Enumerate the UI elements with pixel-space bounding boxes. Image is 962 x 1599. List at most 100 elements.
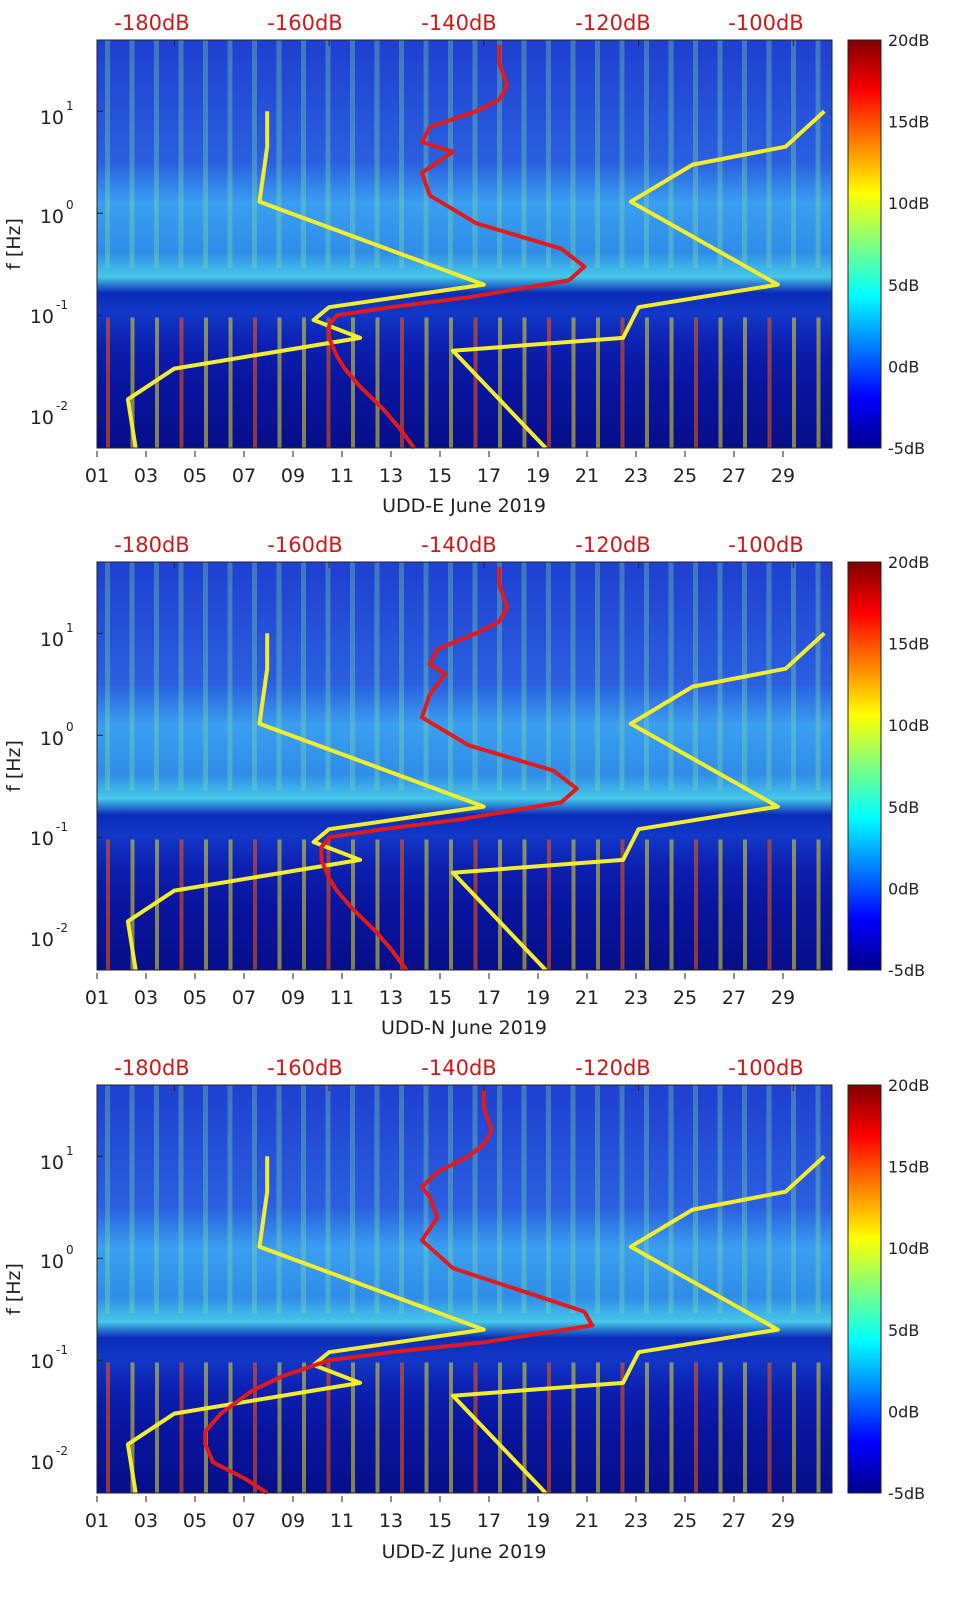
x-tick-label: 27 xyxy=(722,987,746,1009)
x-axis-label: UDD-E June 2019 xyxy=(382,495,546,517)
x-tick-label: 01 xyxy=(85,465,109,487)
top-tick-label-4: -120dB xyxy=(575,533,650,557)
x-tick-label: 25 xyxy=(673,987,697,1009)
noise-model-nlnm xyxy=(125,633,486,971)
colorbar-tick-label: 20dB xyxy=(888,31,930,50)
y-tick-label-0.01: 10 xyxy=(30,407,54,429)
x-tick-label: 27 xyxy=(722,465,746,487)
y-tick-exp-0.1: -1 xyxy=(56,298,68,312)
y-tick-label-0.1: 10 xyxy=(30,828,54,850)
top-tick-label-2: -160dB xyxy=(267,1056,342,1080)
x-tick-label: 13 xyxy=(379,465,403,487)
x-tick-label: 19 xyxy=(526,987,550,1009)
panel-udd-e: -180dB -160dB -140dB -120dB -100dB 10 1 … xyxy=(3,11,930,517)
x-tick-label: 09 xyxy=(281,987,305,1009)
y-tick-label-0.1: 10 xyxy=(30,1351,54,1373)
top-tick-label-5: -100dB xyxy=(728,11,803,35)
y-tick-label-0.1: 10 xyxy=(30,306,54,328)
y-tick-exp-10: 1 xyxy=(66,1144,74,1158)
x-tick-label: 19 xyxy=(526,1510,550,1532)
y-tick-exp-0.01: -2 xyxy=(56,921,68,935)
y-tick-exp-1: 0 xyxy=(66,1243,74,1257)
colorbar-tick-label: 15dB xyxy=(888,113,930,132)
x-tick-label: 09 xyxy=(281,1510,305,1532)
top-tick-label-5: -100dB xyxy=(728,533,803,557)
x-tick-label: 29 xyxy=(771,465,795,487)
colorbar: 20dB 15dB 10dB 5dB 0dB -5dB xyxy=(847,31,930,458)
x-tick-label: 23 xyxy=(624,465,648,487)
y-tick-label-10: 10 xyxy=(40,629,64,651)
x-tick-label: 13 xyxy=(379,987,403,1009)
colorbar-tick-label: 20dB xyxy=(888,553,930,572)
colorbar-tick-label: 5dB xyxy=(888,276,919,295)
top-tick-label-2: -160dB xyxy=(267,533,342,557)
y-axis-label: f [Hz] xyxy=(3,1263,25,1315)
x-tick-label: 09 xyxy=(281,465,305,487)
top-tick-label-5: -100dB xyxy=(728,1056,803,1080)
x-tick-label: 23 xyxy=(624,1510,648,1532)
noise-model-nlnm xyxy=(125,1156,486,1494)
x-tick-label: 11 xyxy=(330,465,354,487)
x-tick-label: 29 xyxy=(771,1510,795,1532)
colorbar-tick-label: 10dB xyxy=(888,716,930,735)
colorbar-tick-label: 15dB xyxy=(888,1158,930,1177)
x-tick-label: 15 xyxy=(428,465,452,487)
ppsd-median-line xyxy=(327,44,587,450)
x-tick-label: 27 xyxy=(722,1510,746,1532)
colorbar-tick-label: 0dB xyxy=(888,879,919,898)
noise-model-nhnm xyxy=(450,1154,826,1495)
x-axis-label: UDD-Z June 2019 xyxy=(382,1541,547,1563)
colorbar-tick-label: 0dB xyxy=(888,357,919,376)
x-tick-label: 25 xyxy=(673,1510,697,1532)
y-tick-label-0.01: 10 xyxy=(30,1452,54,1474)
colorbar-tick-label: -5dB xyxy=(888,1484,925,1503)
colorbar-tick-label: 15dB xyxy=(888,635,930,654)
y-tick-exp-1: 0 xyxy=(66,720,74,734)
y-tick-label-1: 10 xyxy=(40,1251,64,1273)
x-tick-label: 13 xyxy=(379,1510,403,1532)
top-tick-label-3: -140dB xyxy=(421,533,496,557)
top-tick-label-1: -180dB xyxy=(114,533,189,557)
x-tick-label: 29 xyxy=(771,987,795,1009)
noise-model-nhnm xyxy=(450,109,826,450)
panel-udd-n: -180dB -160dB -140dB -120dB -100dB 10 1 … xyxy=(3,533,930,1039)
y-tick-exp-0.01: -2 xyxy=(56,1444,68,1458)
y-tick-exp-0.1: -1 xyxy=(56,820,68,834)
ppsd-median-line xyxy=(203,1089,595,1495)
x-tick-label: 01 xyxy=(85,1510,109,1532)
x-tick-label: 21 xyxy=(575,987,599,1009)
x-tick-label: 07 xyxy=(232,1510,256,1532)
y-tick-label-1: 10 xyxy=(40,206,64,228)
top-tick-label-1: -180dB xyxy=(114,11,189,35)
panel-udd-z: -180dB -160dB -140dB -120dB -100dB 10 1 … xyxy=(3,1056,930,1563)
top-tick-label-3: -140dB xyxy=(421,1056,496,1080)
x-tick-label: 05 xyxy=(183,1510,207,1532)
y-tick-label-1: 10 xyxy=(40,728,64,750)
top-tick-label-1: -180dB xyxy=(114,1056,189,1080)
colorbar-tick-label: 20dB xyxy=(888,1076,930,1095)
colorbar-tick-label: 5dB xyxy=(888,1321,919,1340)
colorbar-tick-label: 0dB xyxy=(888,1402,919,1421)
x-tick-label: 07 xyxy=(232,465,256,487)
x-tick-label: 15 xyxy=(428,1510,452,1532)
top-tick-label-3: -140dB xyxy=(421,11,496,35)
y-tick-exp-0.1: -1 xyxy=(56,1343,68,1357)
x-tick-label: 11 xyxy=(330,1510,354,1532)
x-tick-label: 15 xyxy=(428,987,452,1009)
y-axis-label: f [Hz] xyxy=(3,218,25,270)
colorbar: 20dB 15dB 10dB 5dB 0dB -5dB xyxy=(847,553,930,980)
x-tick-label: 23 xyxy=(624,987,648,1009)
y-tick-label-10: 10 xyxy=(40,1152,64,1174)
top-tick-label-2: -160dB xyxy=(267,11,342,35)
x-tick-label: 05 xyxy=(183,465,207,487)
ppsd-median-line xyxy=(319,566,579,972)
y-tick-label-0.01: 10 xyxy=(30,929,54,951)
colorbar-tick-label: -5dB xyxy=(888,439,925,458)
x-tick-label: 07 xyxy=(232,987,256,1009)
x-tick-label: 21 xyxy=(575,465,599,487)
spectrogram-udd-n xyxy=(97,562,832,970)
y-tick-exp-0.01: -2 xyxy=(56,399,68,413)
x-tick-label: 25 xyxy=(673,465,697,487)
top-tick-label-4: -120dB xyxy=(575,1056,650,1080)
